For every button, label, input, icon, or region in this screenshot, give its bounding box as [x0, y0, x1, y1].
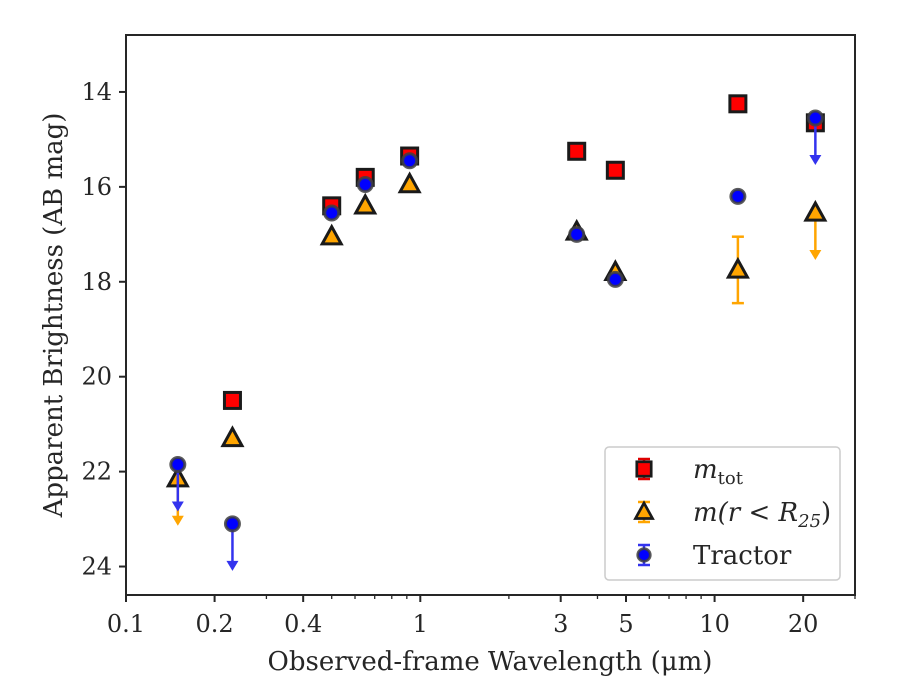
- x-tick-label: 0.2: [196, 610, 234, 638]
- legend-label-main: m(r < R: [693, 498, 798, 528]
- y-tick-label: 18: [81, 268, 112, 296]
- data-marks: [165, 94, 828, 571]
- legend-tractor-marker: [636, 547, 652, 563]
- tractor-point: [356, 175, 374, 193]
- legend-label-subscript: 25: [797, 511, 821, 532]
- legend: mtot m(r < R25) Tractor: [604, 446, 841, 581]
- legend-label-end: ): [821, 498, 831, 528]
- legend-m-tot-label: mtot: [693, 455, 744, 489]
- tractor-point: [729, 187, 747, 205]
- y-axis-label: Apparent Brightness (AB mag): [39, 113, 69, 519]
- m-r25-point: [353, 192, 378, 215]
- m-tot-point: [567, 141, 587, 161]
- axis-ticks: 0.1 0.2 0.4 1 3 5 10 20 14 16 18 20 22 24: [81, 78, 856, 638]
- m-r25-upper-limit-arrow-head: [809, 249, 822, 260]
- tractor-point: [323, 204, 341, 222]
- m-r25-point: [803, 199, 828, 222]
- x-tick-label: 0.1: [107, 610, 145, 638]
- tractor-point: [169, 455, 187, 473]
- legend-m-tot-marker: [635, 460, 653, 478]
- tractor-point: [223, 515, 241, 533]
- m-tot-point: [605, 160, 625, 180]
- x-tick-label: 3: [553, 610, 568, 638]
- y-tick-label: 14: [81, 78, 112, 106]
- y-tick-label: 20: [81, 363, 112, 391]
- x-tick-label: 5: [618, 610, 633, 638]
- legend-m-r25-marker: [633, 500, 655, 520]
- m-r25-upper-limit-arrow-head: [171, 515, 184, 526]
- x-tick-label: 1: [413, 610, 428, 638]
- x-tick-label: 20: [788, 610, 819, 638]
- x-tick-label: 0.4: [284, 610, 322, 638]
- y-tick-label: 16: [81, 173, 112, 201]
- tractor-point: [606, 270, 624, 288]
- m-r25-point: [397, 171, 422, 194]
- tractor-point: [401, 152, 419, 170]
- legend-m-r25-label: m(r < R25): [693, 498, 831, 532]
- m-r25-point: [319, 223, 344, 246]
- y-tick-label: 24: [81, 553, 112, 581]
- tractor-point: [806, 109, 824, 127]
- x-tick-label: 10: [699, 610, 730, 638]
- m-r25-point: [220, 425, 245, 448]
- tractor-upper-limit-arrow-head: [171, 501, 184, 512]
- tractor-point: [568, 225, 586, 243]
- tractor-upper-limit-arrow-head: [809, 155, 822, 166]
- legend-label-main: m: [693, 455, 718, 485]
- y-tick-label: 22: [81, 458, 112, 486]
- tractor-upper-limit-arrow-head: [226, 560, 239, 571]
- legend-label-subscript: tot: [718, 468, 744, 489]
- m-tot-point: [222, 390, 242, 410]
- m-r25-point: [725, 256, 750, 279]
- legend-box: [604, 446, 841, 581]
- m-tot-point: [728, 94, 748, 114]
- x-axis-label: Observed-frame Wavelength (μm): [268, 647, 713, 677]
- plot-frame: [125, 34, 856, 596]
- legend-tractor-label: Tractor: [693, 541, 792, 571]
